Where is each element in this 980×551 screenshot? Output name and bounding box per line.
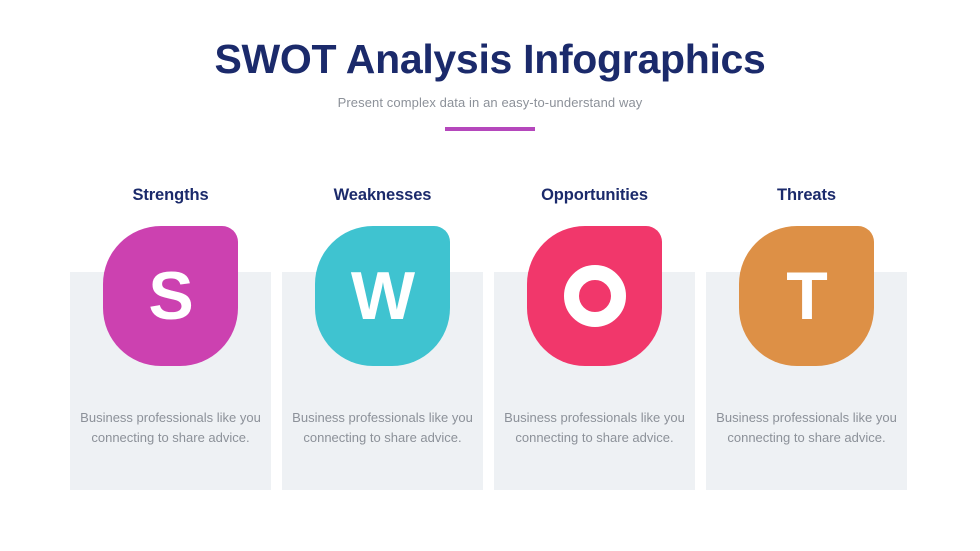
swot-card-grid: Strengths S Business professionals like …	[70, 186, 907, 496]
slide-header: SWOT Analysis Infographics Present compl…	[0, 36, 980, 132]
card-heading-threats: Threats	[777, 186, 836, 204]
badge-letter-t: T	[786, 258, 828, 334]
badge-shape-weaknesses: W	[315, 226, 450, 366]
swot-card-weaknesses[interactable]: Weaknesses W Business professionals like…	[282, 186, 483, 496]
page-subtitle: Present complex data in an easy-to-under…	[337, 95, 643, 111]
badge-shape-threats: T	[739, 226, 874, 366]
badge-letter-s: S	[148, 258, 193, 334]
badge-shape-strengths: S	[103, 226, 238, 366]
accent-underline-bar	[445, 127, 535, 132]
badge-letter-w: W	[350, 258, 415, 334]
card-heading-strengths: Strengths	[132, 186, 209, 204]
badge-letter-o	[563, 265, 626, 327]
card-body-strengths: Business professionals like you connecti…	[80, 410, 261, 445]
card-body-threats: Business professionals like you connecti…	[716, 410, 897, 445]
card-body-weaknesses: Business professionals like you connecti…	[292, 410, 473, 445]
swot-card-threats[interactable]: Threats T Business professionals like yo…	[706, 186, 907, 496]
card-heading-weaknesses: Weaknesses	[333, 186, 432, 204]
swot-card-strengths[interactable]: Strengths S Business professionals like …	[70, 186, 271, 496]
badge-shape-opportunities	[527, 226, 662, 366]
card-heading-opportunities: Opportunities	[541, 186, 648, 204]
page-title: SWOT Analysis Infographics	[214, 36, 766, 82]
card-body-opportunities: Business professionals like you connecti…	[504, 410, 685, 445]
swot-card-opportunities[interactable]: Opportunities Business professionals lik…	[494, 186, 695, 496]
